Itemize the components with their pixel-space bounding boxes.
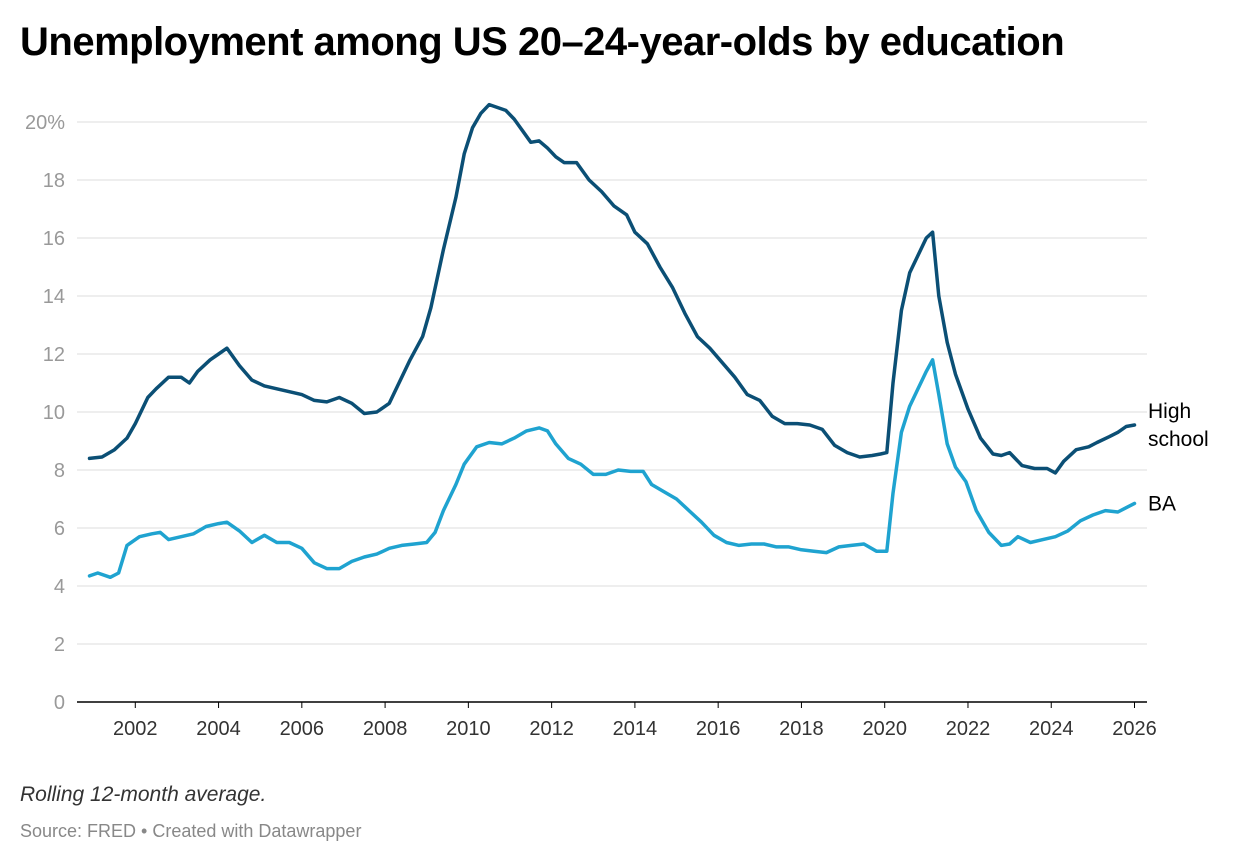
series-label-line: school bbox=[1148, 428, 1209, 451]
x-axis: 2002 2004 2006 2008 2010 2012 2014 2016 2018 2020… bbox=[113, 702, 1157, 740]
x-tick-label: 2018 bbox=[779, 718, 824, 740]
series-label-high-school: High school bbox=[1148, 400, 1209, 451]
x-tick-label: 2020 bbox=[862, 718, 907, 740]
y-tick-label: 10 bbox=[43, 402, 65, 424]
y-tick-label: 2 bbox=[54, 634, 65, 656]
x-tick-label: 2002 bbox=[113, 718, 158, 740]
y-tick-label: 14 bbox=[43, 286, 65, 308]
series-labels: High school BA bbox=[1148, 400, 1209, 515]
y-axis: 0 2 4 6 8 10 12 14 16 18 20% bbox=[25, 112, 65, 714]
chart-source: Source: FRED • Created with Datawrapper bbox=[20, 821, 362, 841]
series-label-ba: BA bbox=[1148, 492, 1176, 515]
gridlines bbox=[77, 121, 1147, 703]
x-tick-label: 2008 bbox=[363, 718, 408, 740]
x-tick-label: 2006 bbox=[280, 718, 325, 740]
x-tick-label: 2016 bbox=[696, 718, 741, 740]
y-tick-label: 20% bbox=[25, 112, 65, 134]
x-tick-label: 2026 bbox=[1112, 718, 1157, 740]
x-tick-label: 2022 bbox=[946, 718, 991, 740]
y-tick-label: 4 bbox=[54, 576, 65, 598]
y-tick-label: 18 bbox=[43, 170, 65, 192]
chart-title: Unemployment among US 20–24-year-olds by… bbox=[20, 20, 1065, 64]
series-line-ba bbox=[87, 358, 1137, 580]
x-tick-label: 2010 bbox=[446, 718, 491, 740]
y-tick-label: 16 bbox=[43, 228, 65, 250]
y-tick-label: 8 bbox=[54, 460, 65, 482]
x-tick-label: 2004 bbox=[196, 718, 241, 740]
y-tick-label: 6 bbox=[54, 518, 65, 540]
chart-note: Rolling 12-month average. bbox=[20, 783, 267, 806]
series-line-high-school bbox=[87, 102, 1137, 475]
series-lines bbox=[87, 102, 1137, 580]
y-tick-label: 12 bbox=[43, 344, 65, 366]
x-tick-label: 2012 bbox=[529, 718, 574, 740]
y-tick-label: 0 bbox=[54, 692, 65, 714]
series-label-line: High bbox=[1148, 400, 1191, 423]
x-tick-label: 2024 bbox=[1029, 718, 1074, 740]
x-tick-label: 2014 bbox=[613, 718, 658, 740]
series-label-line: BA bbox=[1148, 492, 1176, 515]
